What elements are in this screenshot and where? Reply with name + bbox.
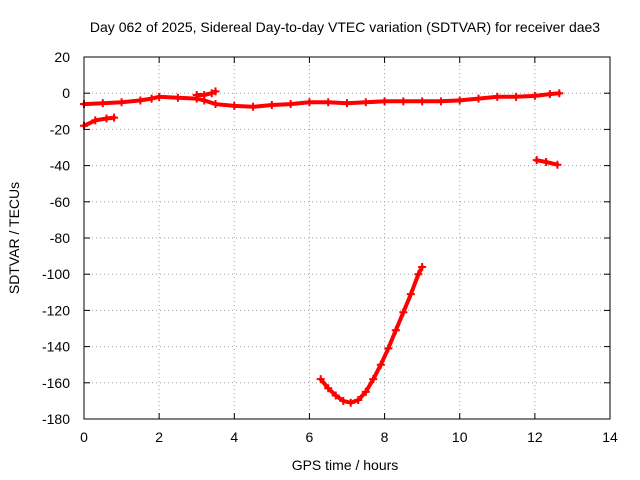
data-point <box>399 308 408 317</box>
data-point <box>512 92 521 101</box>
data-point <box>155 92 164 101</box>
y-tick-label: -60 <box>50 194 70 210</box>
data-point <box>305 98 314 107</box>
data-point <box>414 270 423 279</box>
data-point <box>343 99 351 108</box>
data-point <box>110 113 119 122</box>
data-point <box>98 99 107 108</box>
data-point <box>230 101 239 110</box>
data-point <box>532 156 541 165</box>
data-point <box>136 96 145 105</box>
chart-title: Day 062 of 2025, Sidereal Day-to-day VTE… <box>90 19 600 35</box>
data-point <box>418 97 427 106</box>
data-point <box>346 398 355 407</box>
data-point <box>324 384 333 393</box>
data-point <box>267 100 276 109</box>
data-point <box>455 96 464 105</box>
series-line-arc <box>318 265 425 405</box>
x-axis-label: GPS time / hours <box>292 457 399 473</box>
y-tick-label: -80 <box>50 230 70 246</box>
data-point <box>406 290 415 299</box>
data-point <box>399 97 408 106</box>
data-point <box>91 116 100 125</box>
data-point <box>249 102 258 111</box>
data-point <box>542 157 551 166</box>
y-tick-label: -20 <box>50 121 70 137</box>
x-tick-label: 8 <box>381 429 389 445</box>
data-point <box>354 395 363 404</box>
data-point <box>361 98 370 107</box>
y-tick-label: -40 <box>50 158 70 174</box>
data-point <box>102 114 111 123</box>
x-tick-label: 14 <box>602 429 618 445</box>
series-group <box>80 87 564 407</box>
y-tick-label: 0 <box>62 85 70 101</box>
data-point <box>380 97 389 106</box>
data-point <box>418 262 427 271</box>
y-tick-label: -160 <box>42 375 70 391</box>
data-point <box>316 375 325 384</box>
x-tick-label: 12 <box>527 429 543 445</box>
series-line-main <box>82 91 562 109</box>
data-point <box>211 100 220 109</box>
data-point <box>173 93 182 102</box>
data-point <box>192 91 201 100</box>
data-point <box>286 100 295 109</box>
y-tick-label: -140 <box>42 339 70 355</box>
x-tick-label: 0 <box>80 429 88 445</box>
grid-lines <box>84 57 610 419</box>
x-tick-labels: 0 2 4 6 8 10 12 14 <box>80 429 618 445</box>
data-point <box>530 91 539 100</box>
data-point <box>553 160 562 169</box>
data-point <box>555 89 564 98</box>
x-tick-label: 10 <box>452 429 468 445</box>
data-point <box>361 387 370 396</box>
x-tick-label: 2 <box>155 429 163 445</box>
y-tick-label: -100 <box>42 266 70 282</box>
y-tick-labels: 20 0 -20 -40 -60 -80 -100 -120 -140 -160 -180 <box>42 49 70 427</box>
data-point <box>436 97 445 106</box>
data-point <box>211 87 220 96</box>
x-tick-label: 4 <box>230 429 238 445</box>
y-axis-label: SDTVAR / TECUs <box>6 182 22 294</box>
data-point <box>369 375 378 384</box>
data-point <box>391 326 400 335</box>
data-point <box>324 98 333 107</box>
axis-ticks <box>83 56 611 420</box>
y-tick-label: -120 <box>42 302 70 318</box>
y-tick-label: -180 <box>42 411 70 427</box>
x-tick-label: 6 <box>306 429 314 445</box>
data-point <box>331 391 340 400</box>
data-point <box>200 91 209 100</box>
y-tick-label: 20 <box>54 49 70 65</box>
data-point <box>376 360 385 369</box>
plot-frame <box>83 56 611 420</box>
data-point <box>545 90 554 99</box>
data-point <box>147 94 156 103</box>
data-point <box>474 94 483 103</box>
data-point <box>493 92 502 101</box>
data-point <box>117 98 126 107</box>
data-point <box>384 344 393 353</box>
data-point <box>339 396 348 405</box>
